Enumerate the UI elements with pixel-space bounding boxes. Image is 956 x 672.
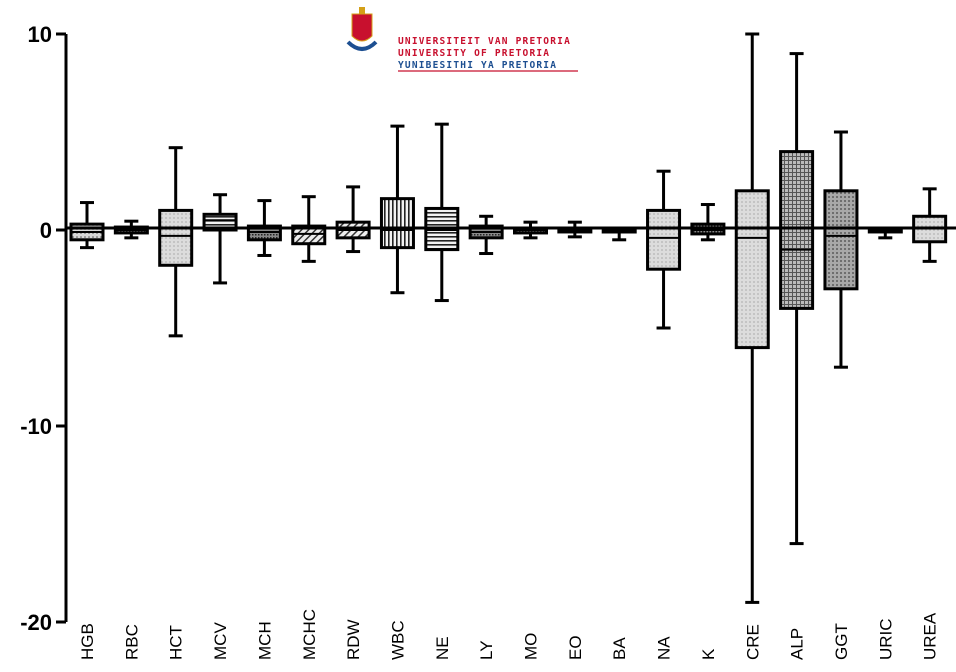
box-urea xyxy=(912,187,948,263)
y-tick-label: 10 xyxy=(28,22,52,47)
x-tick-label: MO xyxy=(522,633,541,660)
x-tick-label: MCH xyxy=(255,621,274,660)
box-hct xyxy=(158,146,194,338)
box-iqr xyxy=(779,150,815,310)
box-ly xyxy=(468,214,504,256)
box-iqr xyxy=(646,208,682,271)
box-iqr xyxy=(734,189,770,350)
x-tick-label: LY xyxy=(477,640,496,660)
box-ggt xyxy=(823,130,859,369)
x-tick-label: HCT xyxy=(167,625,186,660)
box-uric xyxy=(867,226,903,240)
x-tick-label: HGB xyxy=(78,623,97,660)
box-hgb xyxy=(69,201,105,250)
crest-icon xyxy=(346,7,378,51)
y-tick-label: -20 xyxy=(20,610,52,635)
x-tick-label: K xyxy=(699,648,718,660)
x-tick-label: RBC xyxy=(122,624,141,660)
y-tick-label: 0 xyxy=(40,218,52,243)
box-iqr xyxy=(202,212,238,232)
logo-text-sepedi: YUNIBESITHI YA PRETORIA xyxy=(398,60,557,71)
university-logo: UNIVERSITEIT VAN PRETORIA UNIVERSITY OF … xyxy=(346,7,578,72)
x-tick-label: NA xyxy=(655,636,674,660)
box-mo xyxy=(513,220,548,240)
logo-text-english: UNIVERSITY OF PRETORIA xyxy=(398,48,550,59)
box-iqr xyxy=(158,208,194,267)
box-mch xyxy=(246,199,282,257)
box-mchc xyxy=(291,195,327,263)
box-iqr xyxy=(823,189,859,291)
box-ne xyxy=(424,122,460,303)
x-tick-label: BA xyxy=(610,637,629,660)
x-tick-label: WBC xyxy=(388,620,407,660)
box-iqr xyxy=(379,197,415,250)
x-tick-label: EO xyxy=(566,635,585,660)
x-tick-label: RDW xyxy=(344,619,363,660)
x-tick-label: GGT xyxy=(832,623,851,660)
x-axis-labels: HGB RBC HCT MCV MCH MCHC RDW WBC NE LY MO EO BA NA K CR… xyxy=(78,609,940,660)
box-k xyxy=(690,203,726,242)
box-eo xyxy=(557,220,593,239)
box-rbc xyxy=(113,219,149,240)
y-axis-ticks: 10 0 -10 -20 xyxy=(20,22,66,635)
box-cre xyxy=(734,32,770,604)
x-tick-label: MCHC xyxy=(300,609,319,660)
x-tick-label: URIC xyxy=(876,618,895,660)
box-rdw xyxy=(335,185,371,254)
boxes-layer xyxy=(69,32,948,604)
y-tick-label: -10 xyxy=(20,414,52,439)
x-tick-label: ALP xyxy=(788,628,807,660)
logo-text-afrikaans: UNIVERSITEIT VAN PRETORIA xyxy=(398,36,571,47)
box-alp xyxy=(779,52,815,546)
x-tick-label: NE xyxy=(433,636,452,660)
box-mcv xyxy=(202,193,238,285)
x-tick-label: CRE xyxy=(743,624,762,660)
box-ba xyxy=(601,228,637,242)
box-wbc xyxy=(379,124,415,295)
box-na xyxy=(646,169,682,330)
x-tick-label: UREA xyxy=(921,612,940,660)
x-tick-label: MCV xyxy=(211,622,230,660)
